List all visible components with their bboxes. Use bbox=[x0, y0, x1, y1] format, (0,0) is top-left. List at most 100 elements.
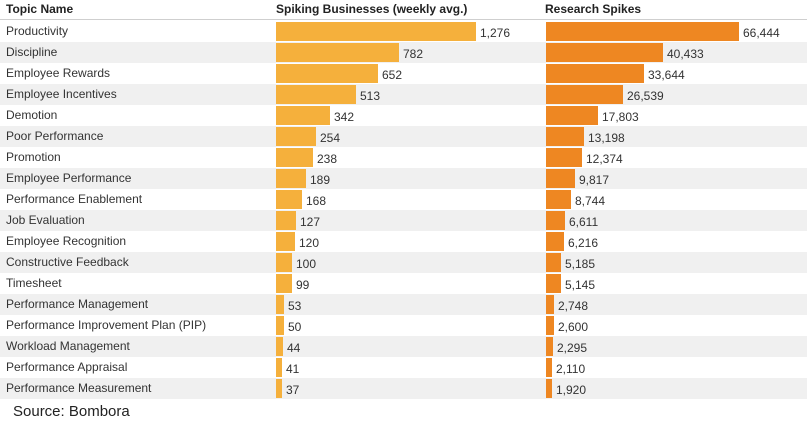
topic-name: Discipline bbox=[6, 45, 58, 59]
topic-name: Timesheet bbox=[6, 276, 62, 290]
topic-name: Productivity bbox=[6, 24, 69, 38]
table-row: Productivity 1,276 66,444 bbox=[0, 21, 807, 42]
spiking-businesses-bar bbox=[276, 127, 316, 146]
spiking-businesses-bar bbox=[276, 169, 306, 188]
spiking-businesses-value: 127 bbox=[300, 215, 321, 229]
research-spikes-value: 6,216 bbox=[568, 236, 599, 250]
spiking-businesses-value: 41 bbox=[286, 362, 300, 376]
research-spikes-value: 2,748 bbox=[558, 299, 589, 313]
table-row: Employee Incentives 513 26,539 bbox=[0, 84, 807, 105]
table-row: Job Evaluation 127 6,611 bbox=[0, 210, 807, 231]
research-spikes-value: 40,433 bbox=[667, 47, 704, 61]
research-spikes-bar bbox=[546, 43, 663, 62]
source-note: Source: Bombora bbox=[13, 403, 130, 420]
research-spikes-bar bbox=[546, 85, 623, 104]
topic-name: Constructive Feedback bbox=[6, 255, 129, 269]
table-row: Promotion 238 12,374 bbox=[0, 147, 807, 168]
table-row: Constructive Feedback 100 5,185 bbox=[0, 252, 807, 273]
table-row: Employee Performance 189 9,817 bbox=[0, 168, 807, 189]
header-research-spikes: Research Spikes bbox=[545, 2, 642, 16]
research-spikes-bar bbox=[546, 106, 598, 125]
research-spikes-bar bbox=[546, 253, 561, 272]
table-row: Performance Measurement 37 1,920 bbox=[0, 378, 807, 399]
spiking-businesses-bar bbox=[276, 64, 378, 83]
topic-name: Employee Rewards bbox=[6, 66, 111, 80]
spiking-businesses-bar bbox=[276, 190, 302, 209]
research-spikes-bar bbox=[546, 379, 552, 398]
spiking-businesses-value: 53 bbox=[288, 299, 302, 313]
spiking-businesses-value: 782 bbox=[403, 47, 424, 61]
topic-name: Performance Improvement Plan (PIP) bbox=[6, 318, 207, 332]
spiking-businesses-bar bbox=[276, 295, 284, 314]
header-spiking-businesses: Spiking Businesses (weekly avg.) bbox=[276, 2, 468, 16]
research-spikes-bar bbox=[546, 169, 575, 188]
research-spikes-bar bbox=[546, 190, 571, 209]
research-spikes-value: 26,539 bbox=[627, 89, 664, 103]
research-spikes-value: 9,817 bbox=[579, 173, 610, 187]
topic-name: Job Evaluation bbox=[6, 213, 85, 227]
research-spikes-value: 13,198 bbox=[588, 131, 625, 145]
spiking-businesses-bar bbox=[276, 274, 292, 293]
spiking-businesses-value: 168 bbox=[306, 194, 327, 208]
spiking-businesses-bar bbox=[276, 232, 295, 251]
research-spikes-bar bbox=[546, 295, 554, 314]
spiking-businesses-bar bbox=[276, 379, 282, 398]
topic-name: Demotion bbox=[6, 108, 58, 122]
table-row: Performance Management 53 2,748 bbox=[0, 294, 807, 315]
topic-name: Performance Enablement bbox=[6, 192, 143, 206]
topic-name: Performance Management bbox=[6, 297, 149, 311]
research-spikes-value: 12,374 bbox=[586, 152, 623, 166]
research-spikes-value: 5,185 bbox=[565, 257, 596, 271]
research-spikes-value: 66,444 bbox=[743, 26, 780, 40]
spiking-businesses-bar bbox=[276, 316, 284, 335]
table-row: Employee Recognition 120 6,216 bbox=[0, 231, 807, 252]
spiking-businesses-value: 120 bbox=[299, 236, 320, 250]
research-spikes-value: 1,920 bbox=[556, 383, 587, 397]
spiking-businesses-value: 513 bbox=[360, 89, 381, 103]
table-row: Poor Performance 254 13,198 bbox=[0, 126, 807, 147]
spiking-businesses-bar bbox=[276, 211, 296, 230]
research-spikes-bar bbox=[546, 316, 554, 335]
research-spikes-value: 2,110 bbox=[556, 362, 586, 376]
table-row: Workload Management 44 2,295 bbox=[0, 336, 807, 357]
table-row: Performance Appraisal 41 2,110 bbox=[0, 357, 807, 378]
table-row: Timesheet 99 5,145 bbox=[0, 273, 807, 294]
research-spikes-value: 8,744 bbox=[575, 194, 606, 208]
spiking-businesses-value: 652 bbox=[382, 68, 403, 82]
topic-name: Employee Performance bbox=[6, 171, 132, 185]
table-row: Performance Improvement Plan (PIP) 50 2,60… bbox=[0, 315, 807, 336]
spiking-businesses-bar bbox=[276, 337, 283, 356]
spiking-businesses-value: 99 bbox=[296, 278, 310, 292]
research-spikes-bar bbox=[546, 22, 739, 41]
spiking-businesses-value: 238 bbox=[317, 152, 338, 166]
header-topic-name: Topic Name bbox=[6, 2, 74, 16]
research-spikes-bar bbox=[546, 127, 584, 146]
research-spikes-bar bbox=[546, 358, 552, 377]
research-spikes-value: 2,600 bbox=[558, 320, 589, 334]
spiking-businesses-value: 254 bbox=[320, 131, 341, 145]
header-divider bbox=[0, 19, 807, 20]
research-spikes-bar bbox=[546, 274, 561, 293]
research-spikes-value: 17,803 bbox=[602, 110, 639, 124]
research-spikes-value: 5,145 bbox=[565, 278, 596, 292]
spiking-businesses-bar bbox=[276, 253, 292, 272]
topic-name: Performance Appraisal bbox=[6, 360, 128, 374]
research-spikes-value: 2,295 bbox=[557, 341, 588, 355]
table-row: Employee Rewards 652 33,644 bbox=[0, 63, 807, 84]
spiking-businesses-bar bbox=[276, 106, 330, 125]
spiking-businesses-value: 37 bbox=[286, 383, 300, 397]
topic-name: Promotion bbox=[6, 150, 61, 164]
topic-name: Employee Incentives bbox=[6, 87, 117, 101]
table-row: Demotion 342 17,803 bbox=[0, 105, 807, 126]
spiking-businesses-value: 50 bbox=[288, 320, 302, 334]
spiking-businesses-value: 1,276 bbox=[480, 26, 511, 40]
research-spikes-bar bbox=[546, 148, 582, 167]
spiking-businesses-value: 100 bbox=[296, 257, 317, 271]
topic-name: Employee Recognition bbox=[6, 234, 127, 248]
research-spikes-bar bbox=[546, 232, 564, 251]
topic-name: Workload Management bbox=[6, 339, 130, 353]
spiking-businesses-bar bbox=[276, 22, 476, 41]
table-row: Performance Enablement 168 8,744 bbox=[0, 189, 807, 210]
spiking-businesses-value: 342 bbox=[334, 110, 355, 124]
